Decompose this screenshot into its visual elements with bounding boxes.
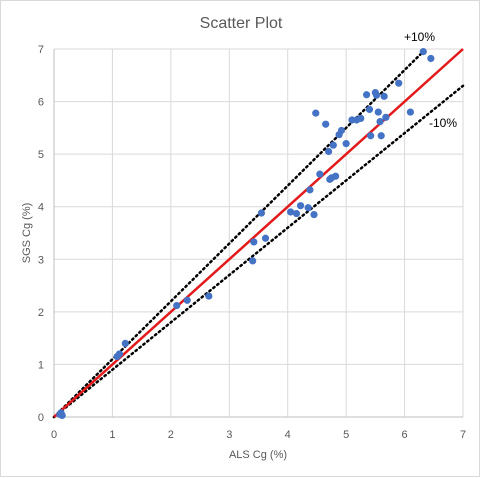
data-point [395,79,403,87]
y-tick-label: 3 [38,254,44,266]
data-point [115,350,124,358]
upper-band-label: +10% [404,30,435,44]
data-point [257,209,266,217]
axes [53,49,463,418]
data-point [332,172,340,180]
x-tick-label: 1 [109,429,115,441]
y-tick-label: 1 [38,359,44,371]
y-axis-title: SGS Cg (%) [21,203,33,264]
data-points [56,48,435,420]
data-point [365,105,374,114]
x-axis-title: ALS Cg (%) [229,449,287,461]
data-point [306,186,314,194]
reference-lines [52,47,465,419]
data-point [183,296,191,304]
data-point [325,147,333,156]
data-point [316,170,324,178]
x-tick-label: 2 [168,429,174,441]
y-tick-label: 6 [38,97,44,109]
data-point [342,140,350,148]
data-point [380,92,388,100]
data-point [382,113,390,121]
data-point [250,238,258,246]
data-point [367,132,375,140]
lower-band-label: -10% [429,116,457,130]
data-point [310,211,318,219]
data-point [304,204,312,212]
data-point [296,202,305,210]
one-to-one-line [53,48,464,418]
data-point [312,109,320,117]
data-point [322,120,330,128]
x-tick-label: 7 [460,429,466,441]
data-point [362,91,371,99]
data-point [376,117,384,126]
chart-title: Scatter Plot [200,15,283,32]
y-tick-label: 7 [38,44,44,56]
upper-band-line [52,47,428,419]
y-tick-label: 4 [38,202,44,214]
data-point [419,48,427,56]
data-point [292,209,301,218]
data-point [374,108,382,116]
data-point [261,234,270,242]
data-point [377,132,385,140]
y-tick-label: 0 [38,412,44,424]
lower-band-line [52,84,465,419]
data-point [287,208,295,216]
tick-labels: 0 1 2 3 4 5 6 7 0 1 2 3 4 5 6 7 [38,44,466,441]
x-tick-label: 4 [285,429,291,441]
data-point [249,257,257,265]
data-point [205,292,213,300]
data-point [121,339,129,347]
gridlines [54,48,464,417]
x-tick-label: 5 [343,429,349,441]
x-tick-label: 6 [402,429,408,441]
data-point [58,411,66,420]
data-point [357,114,365,122]
x-tick-label: 3 [226,429,232,441]
data-point [329,141,337,149]
x-tick-label: 0 [51,429,57,441]
y-tick-label: 2 [38,307,44,319]
data-point [173,301,181,310]
data-point [372,91,381,99]
data-point [337,126,346,135]
data-point [406,108,415,116]
y-tick-label: 5 [38,149,44,161]
data-point [427,54,435,63]
